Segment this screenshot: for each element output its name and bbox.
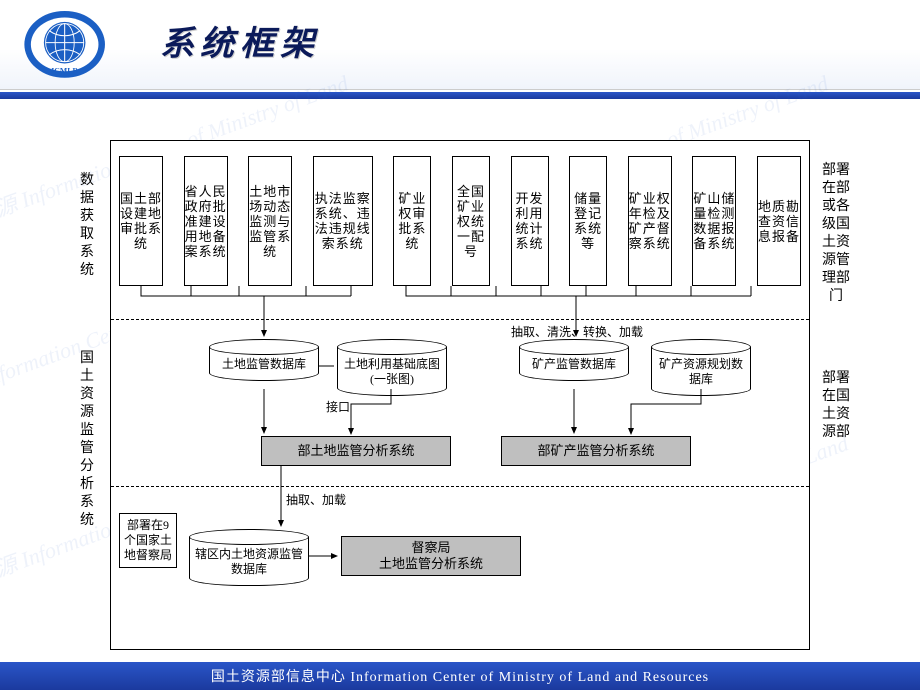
divider-dash-1	[111, 319, 809, 320]
deploy-note: 部署在9个国家土地督察局	[119, 513, 177, 568]
right-label-top: 部署在部或各级国土资源管理部门	[820, 162, 852, 306]
source-systems-row: 国土部设建地审批系统 省人民政府批准建设用地备案系统 土地市场动态监测与监管系统…	[119, 156, 801, 286]
system-box: 矿业权年检及矿产督察系统	[628, 156, 672, 286]
footer-bar: 国土资源部信息中心 Information Center of Ministry…	[0, 662, 920, 690]
interface-annotation: 接口	[326, 398, 350, 415]
analysis-box: 部土地监管分析系统	[261, 436, 451, 466]
header-divider	[0, 92, 920, 99]
database-cylinder: 土地利用基础底图(一张图)	[337, 339, 447, 396]
svg-text:ICMLR: ICMLR	[51, 66, 78, 75]
analysis-box: 部矿产监管分析系统	[501, 436, 691, 466]
database-cylinder: 矿产监管数据库	[519, 339, 629, 381]
system-box: 省人民政府批准建设用地备案系统	[184, 156, 228, 286]
system-box: 储量登记系统等	[569, 156, 607, 286]
analysis-box: 督察局 土地监管分析系统	[341, 536, 521, 576]
extract-annotation: 抽取、加载	[286, 491, 346, 508]
system-box: 执法监察系统、违法违规线索系统	[313, 156, 373, 286]
left-label-analysis: 国土资源监管分析系统	[78, 350, 96, 530]
system-box: 开发利用统计系统	[511, 156, 549, 286]
database-cylinder: 土地监管数据库	[209, 339, 319, 381]
header: ICMLR 系统框架	[0, 0, 920, 90]
system-box: 矿业权审批系统	[393, 156, 431, 286]
system-box: 国土部设建地审批系统	[119, 156, 163, 286]
divider-dash-2	[111, 486, 809, 487]
system-box: 全国矿业权统一配号	[452, 156, 490, 286]
system-box: 矿山储量检测数据报备系统	[692, 156, 736, 286]
page-title: 系统框架	[160, 16, 320, 65]
right-label-middle: 部署在国土资源部	[820, 370, 852, 442]
logo-icmlr: ICMLR	[14, 8, 124, 86]
system-box: 土地市场动态监测与监管系统	[248, 156, 292, 286]
system-box: 地质勘查资信息报备	[757, 156, 801, 286]
left-label-acquisition: 数据获取系统	[78, 172, 96, 280]
system-architecture-diagram: 国土部设建地审批系统 省人民政府批准建设用地备案系统 土地市场动态监测与监管系统…	[110, 140, 810, 650]
etl-annotation: 抽取、清洗、转换、加载	[511, 323, 643, 340]
database-cylinder: 辖区内土地资源监管数据库	[189, 529, 309, 586]
database-cylinder: 矿产资源规划数据库	[651, 339, 751, 396]
